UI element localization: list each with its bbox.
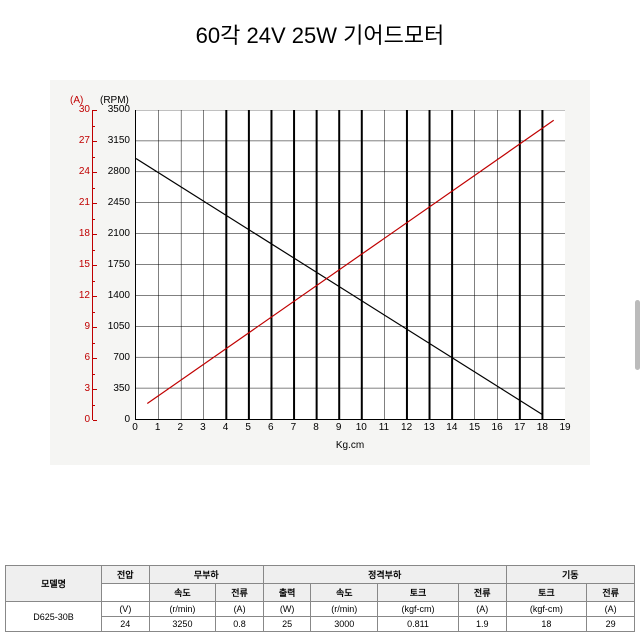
td-unit-s-kgfcm: (kgf-cm) (506, 602, 587, 617)
y-axis-a: 036912151821242730 (70, 110, 90, 420)
th-model: 모델명 (6, 566, 102, 602)
td-r-speed: 3000 (311, 617, 378, 632)
td-w: 25 (263, 617, 311, 632)
th-start: 기동 (506, 566, 635, 584)
th-nl-speed: 속도 (149, 584, 216, 602)
chart-container: (A) (RPM) 036912151821242730 03507001050… (50, 80, 590, 465)
th-r-current: 전류 (458, 584, 506, 602)
y-axis-rpm: 035070010501400175021002450280031503500 (100, 110, 130, 420)
spec-table-container: 모델명 전압 무부하 정격부하 기동 속도 전류 출력 속도 토크 전류 토크 … (5, 565, 635, 632)
td-model: D625-30B (6, 602, 102, 632)
th-s-torque: 토크 (506, 584, 587, 602)
td-unit-kgfcm: (kgf-cm) (378, 602, 459, 617)
chart-area: (A) (RPM) 036912151821242730 03507001050… (70, 95, 570, 445)
td-r-torque: 0.811 (378, 617, 459, 632)
th-r-speed: 속도 (311, 584, 378, 602)
th-voltage-blank (102, 584, 150, 602)
td-v: 24 (102, 617, 150, 632)
td-s-a: 29 (587, 617, 635, 632)
td-unit-nl-rpm: (r/min) (149, 602, 216, 617)
chart-svg (136, 110, 565, 419)
td-unit-r-a: (A) (458, 602, 506, 617)
chart-plot (135, 110, 565, 420)
page-scrollbar[interactable] (635, 300, 640, 370)
y-axis-a-ruler (92, 110, 97, 420)
td-nl-speed: 3250 (149, 617, 216, 632)
th-rated: 정격부하 (263, 566, 506, 584)
x-axis: 012345678910111213141516171819 (135, 423, 565, 438)
th-s-current: 전류 (587, 584, 635, 602)
th-nl-current: 전류 (216, 584, 264, 602)
td-nl-a: 0.8 (216, 617, 264, 632)
th-r-torque: 토크 (378, 584, 459, 602)
td-unit-w: (W) (263, 602, 311, 617)
td-unit-r-rpm: (r/min) (311, 602, 378, 617)
td-s-torque: 18 (506, 617, 587, 632)
th-voltage: 전압 (102, 566, 150, 584)
x-axis-label: Kg.cm (135, 440, 565, 451)
th-noload: 무부하 (149, 566, 263, 584)
page-title: 60각 24V 25W 기어드모터 (0, 0, 640, 80)
td-r-a: 1.9 (458, 617, 506, 632)
spec-table: 모델명 전압 무부하 정격부하 기동 속도 전류 출력 속도 토크 전류 토크 … (5, 565, 635, 632)
td-unit-v: (V) (102, 602, 150, 617)
th-output: 출력 (263, 584, 311, 602)
td-unit-s-a: (A) (587, 602, 635, 617)
td-unit-nl-a: (A) (216, 602, 264, 617)
